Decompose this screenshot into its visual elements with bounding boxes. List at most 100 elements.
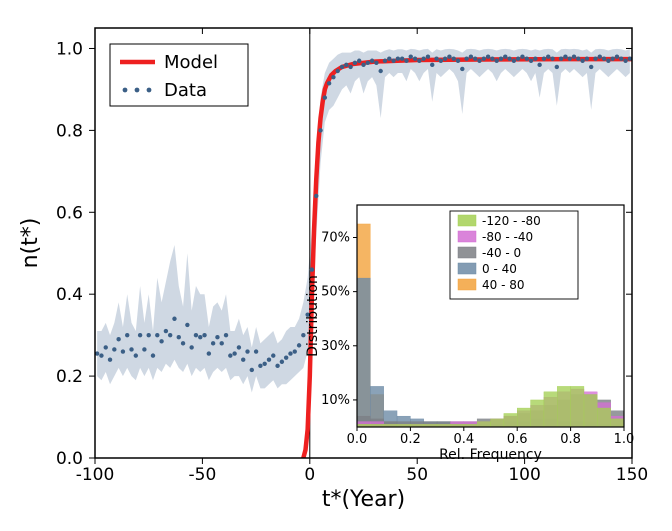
data-point: [147, 333, 151, 337]
data-point: [241, 358, 245, 362]
data-point: [164, 329, 168, 333]
data-point: [116, 337, 120, 341]
data-point: [172, 317, 176, 321]
data-point: [473, 57, 477, 61]
data-point: [112, 347, 116, 351]
data-point: [357, 59, 361, 63]
inset-legend-swatch: [458, 231, 476, 242]
data-point: [503, 54, 507, 58]
data-point: [348, 65, 352, 69]
data-point: [520, 54, 524, 58]
data-point: [490, 57, 494, 61]
data-point: [108, 358, 112, 362]
data-point: [507, 57, 511, 61]
data-point: [387, 57, 391, 61]
data-point: [525, 57, 529, 61]
data-point: [250, 368, 254, 372]
x-tick-label: 0: [304, 465, 315, 485]
inset-y-label: Distribution: [305, 275, 321, 357]
inset-x-label: Rel. Frequency: [439, 447, 542, 463]
inset-legend-label: -120 - -80: [482, 214, 541, 228]
data-point: [443, 57, 447, 61]
data-point: [121, 349, 125, 353]
data-point: [542, 57, 546, 61]
data-point: [366, 61, 370, 65]
data-point: [576, 57, 580, 61]
data-point: [271, 353, 275, 357]
inset-y-tick: 10%: [321, 393, 350, 408]
hist-bar: [357, 278, 370, 427]
data-point: [452, 57, 456, 61]
data-point: [310, 267, 314, 271]
data-point: [421, 57, 425, 61]
data-point: [232, 351, 236, 355]
data-point: [550, 57, 554, 61]
hist-bar: [584, 395, 597, 427]
data-point: [546, 54, 550, 58]
data-point: [323, 95, 327, 99]
data-point: [512, 59, 516, 63]
data-point: [404, 59, 408, 63]
data-point: [400, 57, 404, 61]
hist-bar: [531, 400, 544, 427]
x-axis-label: t*(Year): [322, 487, 405, 512]
data-point: [383, 59, 387, 63]
inset-legend-swatch: [458, 247, 476, 258]
data-point: [220, 341, 224, 345]
data-point: [134, 353, 138, 357]
data-point: [378, 69, 382, 73]
data-point: [456, 59, 460, 63]
data-point: [563, 54, 567, 58]
x-tick-label: 100: [508, 465, 540, 485]
legend-label: Model: [164, 52, 218, 73]
data-point: [494, 59, 498, 63]
data-point: [297, 343, 301, 347]
data-point: [336, 69, 340, 73]
data-point: [202, 333, 206, 337]
data-point: [396, 57, 400, 61]
data-point: [314, 194, 318, 198]
data-point: [430, 63, 434, 67]
inset-y-tick: 70%: [321, 230, 350, 245]
hist-bar: [477, 422, 490, 427]
data-point: [469, 54, 473, 58]
data-point: [516, 57, 520, 61]
y-tick-label: 0.2: [56, 367, 83, 387]
data-point: [370, 59, 374, 63]
data-point: [529, 59, 533, 63]
data-point: [331, 75, 335, 79]
data-point: [340, 65, 344, 69]
inset-y-tick: 50%: [321, 285, 350, 300]
y-tick-label: 1.0: [56, 39, 83, 59]
figure-container: { "canvas": { "w": 672, "h": 531 }, "mai…: [0, 0, 672, 531]
data-point: [284, 355, 288, 359]
data-point: [151, 353, 155, 357]
inset-legend-label: -40 - 0: [482, 246, 521, 260]
data-point: [602, 57, 606, 61]
data-point: [555, 65, 559, 69]
data-point: [129, 347, 133, 351]
data-point: [104, 345, 108, 349]
data-point: [288, 351, 292, 355]
legend-data-swatch: [135, 88, 140, 93]
inset-x-tick: 0.8: [560, 432, 581, 447]
data-point: [194, 333, 198, 337]
data-point: [280, 360, 284, 364]
data-point: [207, 351, 211, 355]
inset-x-tick: 0.0: [347, 432, 368, 447]
y-tick-label: 0.0: [56, 449, 83, 469]
data-point: [237, 345, 241, 349]
data-point: [434, 57, 438, 61]
x-tick-label: 150: [616, 465, 648, 485]
data-point: [327, 81, 331, 85]
data-point: [99, 353, 103, 357]
data-point: [593, 57, 597, 61]
y-axis-label: n(t*): [18, 218, 43, 269]
data-point: [499, 57, 503, 61]
data-point: [125, 333, 129, 337]
data-point: [189, 345, 193, 349]
data-point: [258, 364, 262, 368]
inset-legend-label: 0 - 40: [482, 262, 517, 276]
hist-bar: [597, 408, 610, 427]
inset-legend-label: -80 - -40: [482, 230, 533, 244]
